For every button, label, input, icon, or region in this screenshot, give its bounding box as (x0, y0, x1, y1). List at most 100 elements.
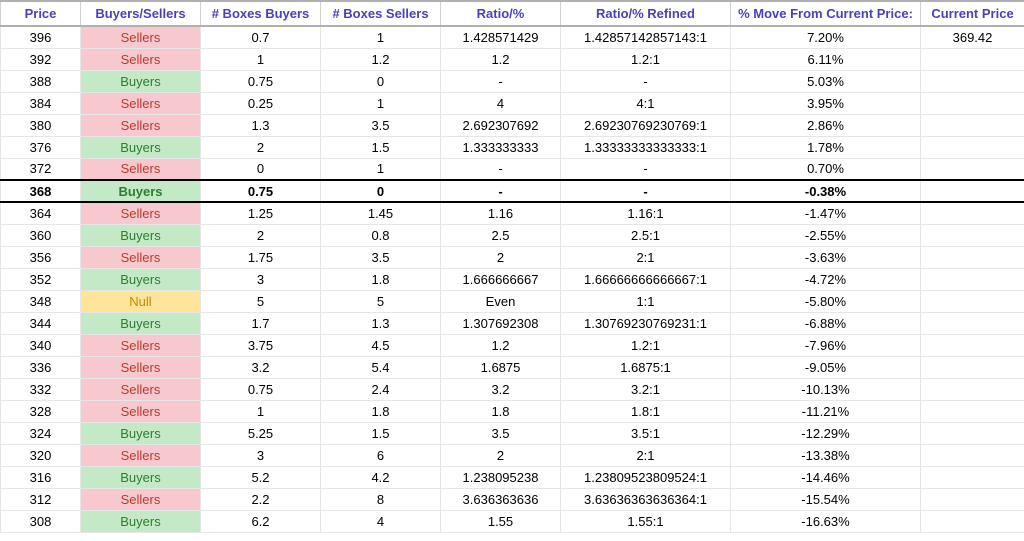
table-row: 356Sellers1.753.522:1-3.63% (1, 246, 1024, 268)
cell-boxes-sellers: 1.2 (321, 48, 441, 70)
cell-buyers-sellers: Sellers (81, 334, 201, 356)
cell-ratio-refined: 1.2:1 (561, 48, 731, 70)
cell-buyers-sellers: Buyers (81, 268, 201, 290)
cell-price: 396 (1, 26, 81, 48)
cell-current-price (921, 202, 1024, 224)
cell-ratio-refined: 1.42857142857143:1 (561, 26, 731, 48)
table-row: 332Sellers0.752.43.23.2:1-10.13% (1, 378, 1024, 400)
cell-boxes-sellers: 1.8 (321, 400, 441, 422)
cell-ratio-refined: 1:1 (561, 290, 731, 312)
cell-move: -3.63% (731, 246, 921, 268)
table-row: 348Null55Even1:1-5.80% (1, 290, 1024, 312)
cell-boxes-sellers: 3.5 (321, 246, 441, 268)
cell-price: 324 (1, 422, 81, 444)
cell-price: 376 (1, 136, 81, 158)
table-row: 368Buyers0.750---0.38% (1, 180, 1024, 202)
cell-boxes-buyers: 0.25 (201, 92, 321, 114)
cell-boxes-sellers: 8 (321, 488, 441, 510)
cell-ratio: 1.307692308 (441, 312, 561, 334)
cell-boxes-sellers: 1.8 (321, 268, 441, 290)
cell-buyers-sellers: Buyers (81, 224, 201, 246)
table-row: 392Sellers11.21.21.2:16.11% (1, 48, 1024, 70)
cell-ratio: 4 (441, 92, 561, 114)
cell-boxes-sellers: 1.3 (321, 312, 441, 334)
cell-ratio-refined: 1.55:1 (561, 510, 731, 532)
cell-boxes-buyers: 3 (201, 444, 321, 466)
cell-boxes-buyers: 5.2 (201, 466, 321, 488)
table-row: 340Sellers3.754.51.21.2:1-7.96% (1, 334, 1024, 356)
cell-ratio-refined: 2:1 (561, 444, 731, 466)
cell-boxes-buyers: 1.3 (201, 114, 321, 136)
cell-price: 380 (1, 114, 81, 136)
cell-price: 348 (1, 290, 81, 312)
cell-current-price (921, 92, 1024, 114)
cell-boxes-sellers: 1.5 (321, 422, 441, 444)
cell-price: 352 (1, 268, 81, 290)
cell-move: -13.38% (731, 444, 921, 466)
cell-ratio: 1.6875 (441, 356, 561, 378)
cell-current-price (921, 400, 1024, 422)
cell-current-price (921, 70, 1024, 92)
cell-ratio-refined: 1.33333333333333:1 (561, 136, 731, 158)
cell-move: 2.86% (731, 114, 921, 136)
cell-current-price (921, 224, 1024, 246)
cell-price: 332 (1, 378, 81, 400)
cell-move: -16.63% (731, 510, 921, 532)
cell-move: -0.38% (731, 180, 921, 202)
cell-ratio-refined: - (561, 180, 731, 202)
cell-boxes-buyers: 0.75 (201, 378, 321, 400)
cell-ratio: 1.238095238 (441, 466, 561, 488)
cell-ratio: 1.428571429 (441, 26, 561, 48)
col-move: % Move From Current Price: (731, 1, 921, 26)
cell-price: 312 (1, 488, 81, 510)
cell-boxes-sellers: 1 (321, 26, 441, 48)
cell-current-price (921, 158, 1024, 180)
cell-buyers-sellers: Sellers (81, 48, 201, 70)
cell-price: 360 (1, 224, 81, 246)
header-row: Price Buyers/Sellers # Boxes Buyers # Bo… (1, 1, 1024, 26)
col-ratio: Ratio/% (441, 1, 561, 26)
cell-boxes-sellers: 0 (321, 70, 441, 92)
cell-boxes-sellers: 1 (321, 92, 441, 114)
cell-current-price (921, 422, 1024, 444)
table-row: 384Sellers0.25144:13.95% (1, 92, 1024, 114)
cell-boxes-sellers: 4 (321, 510, 441, 532)
cell-ratio: 2 (441, 246, 561, 268)
cell-price: 340 (1, 334, 81, 356)
cell-current-price (921, 444, 1024, 466)
cell-boxes-buyers: 1.75 (201, 246, 321, 268)
cell-ratio: 1.666666667 (441, 268, 561, 290)
table-row: 376Buyers21.51.3333333331.33333333333333… (1, 136, 1024, 158)
cell-buyers-sellers: Buyers (81, 312, 201, 334)
cell-current-price: 369.42 (921, 26, 1024, 48)
cell-buyers-sellers: Sellers (81, 158, 201, 180)
cell-ratio: - (441, 180, 561, 202)
cell-boxes-sellers: 1.5 (321, 136, 441, 158)
cell-ratio: 2 (441, 444, 561, 466)
cell-boxes-buyers: 2 (201, 224, 321, 246)
cell-buyers-sellers: Buyers (81, 180, 201, 202)
cell-ratio-refined: 3.2:1 (561, 378, 731, 400)
cell-boxes-sellers: 1 (321, 158, 441, 180)
cell-boxes-buyers: 2 (201, 136, 321, 158)
cell-boxes-sellers: 4.5 (321, 334, 441, 356)
cell-price: 308 (1, 510, 81, 532)
cell-ratio-refined: 1.66666666666667:1 (561, 268, 731, 290)
cell-current-price (921, 290, 1024, 312)
table-row: 312Sellers2.283.6363636363.6363636363636… (1, 488, 1024, 510)
col-current-price: Current Price (921, 1, 1024, 26)
cell-current-price (921, 466, 1024, 488)
cell-boxes-sellers: 3.5 (321, 114, 441, 136)
cell-buyers-sellers: Buyers (81, 510, 201, 532)
cell-boxes-sellers: 1.45 (321, 202, 441, 224)
cell-price: 328 (1, 400, 81, 422)
cell-ratio: 1.16 (441, 202, 561, 224)
cell-boxes-buyers: 1 (201, 48, 321, 70)
cell-boxes-buyers: 6.2 (201, 510, 321, 532)
cell-price: 344 (1, 312, 81, 334)
cell-buyers-sellers: Sellers (81, 356, 201, 378)
cell-current-price (921, 356, 1024, 378)
cell-boxes-sellers: 4.2 (321, 466, 441, 488)
cell-ratio-refined: 2.5:1 (561, 224, 731, 246)
cell-buyers-sellers: Buyers (81, 70, 201, 92)
